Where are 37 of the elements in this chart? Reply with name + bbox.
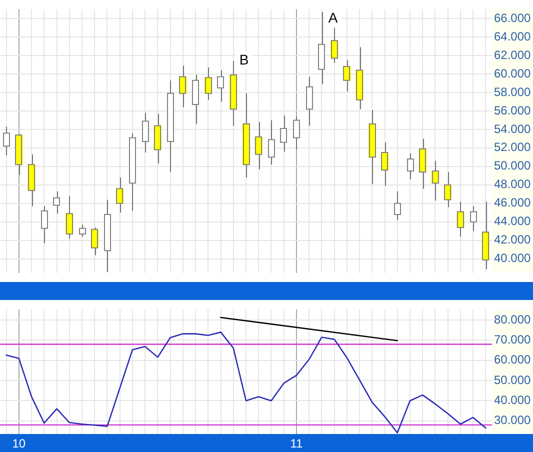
candlestick <box>280 115 288 152</box>
candlestick <box>267 120 276 166</box>
candlestick <box>179 65 187 108</box>
y-tick-label: 50.000 <box>494 158 532 173</box>
y-tick-label: 64.000 <box>494 29 532 44</box>
candlestick <box>204 66 212 100</box>
y-tick-label: 66.000 <box>494 10 532 25</box>
y-tick-label: 70.000 <box>494 332 532 347</box>
y-tick-label: 56.000 <box>494 103 532 118</box>
x-tick-label: 10 <box>12 436 26 451</box>
x-tick-label: 11 <box>290 436 304 451</box>
candlestick <box>469 206 477 232</box>
y-tick-label: 30.000 <box>494 413 532 428</box>
y-tick-label: 60.000 <box>494 352 532 367</box>
candlestick <box>66 196 74 240</box>
y-tick-label: 60.000 <box>494 66 532 80</box>
y-tick-label: 42.000 <box>494 232 532 247</box>
y-tick-label: 40.000 <box>494 251 532 266</box>
candlestick <box>292 116 300 150</box>
candlestick <box>343 60 351 92</box>
candlestick <box>141 112 149 154</box>
y-tick-label: 44.000 <box>494 214 532 228</box>
annotation: A <box>328 10 338 26</box>
candlestick <box>216 70 225 102</box>
y-tick-label: 50.000 <box>494 372 532 387</box>
y-tick-label: 46.000 <box>494 196 532 210</box>
y-tick-label: 54.000 <box>494 122 532 136</box>
y-tick-label: 62.000 <box>494 48 532 62</box>
candlestick <box>116 177 124 214</box>
annotation: B <box>239 51 249 68</box>
y-tick-label: 58.000 <box>494 84 532 99</box>
y-tick-label: 40.000 <box>494 393 532 408</box>
y-tick-label: 52.000 <box>494 140 532 154</box>
y-tick-label: 80.000 <box>494 312 532 326</box>
candlestick <box>456 201 464 238</box>
candlestick <box>330 25 338 64</box>
y-tick-label: 48.000 <box>494 177 532 192</box>
